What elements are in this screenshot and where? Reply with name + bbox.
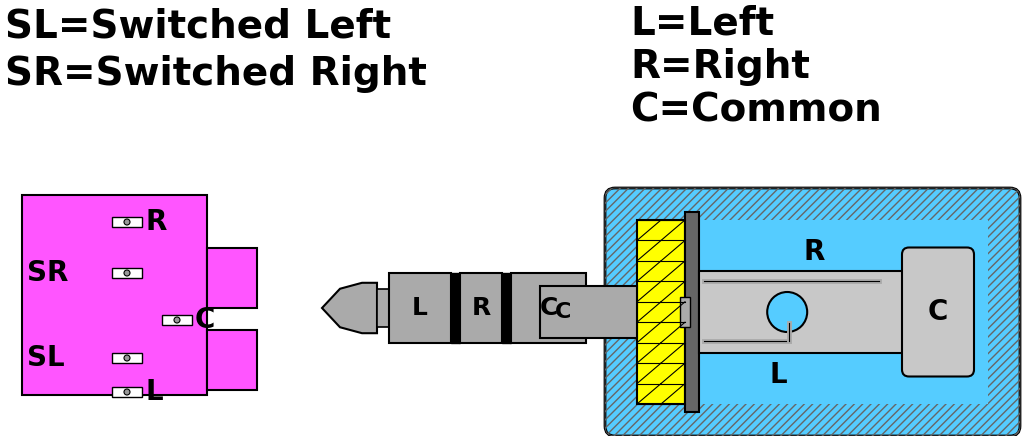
Text: C: C (195, 306, 215, 334)
Bar (112, 217, 142, 227)
Bar (637, 220, 988, 404)
FancyBboxPatch shape (902, 248, 974, 377)
Bar (699, 271, 909, 353)
Bar (685, 212, 699, 412)
Bar (637, 220, 685, 404)
Circle shape (124, 270, 130, 276)
Bar (502, 273, 511, 343)
Bar (680, 297, 690, 327)
Text: L=Left: L=Left (630, 5, 774, 43)
Bar (511, 273, 586, 343)
Text: C: C (928, 298, 948, 326)
Text: SL: SL (27, 344, 65, 372)
Text: R: R (145, 208, 166, 236)
Text: SR=Switched Right: SR=Switched Right (5, 55, 427, 93)
Bar (207, 248, 257, 308)
Text: R=Right: R=Right (630, 48, 810, 86)
Text: C: C (555, 302, 571, 322)
Text: L: L (770, 361, 787, 389)
FancyBboxPatch shape (605, 188, 1020, 436)
Circle shape (124, 389, 130, 395)
Circle shape (174, 317, 180, 323)
Bar (22, 195, 207, 395)
Bar (377, 289, 389, 327)
Circle shape (124, 219, 130, 225)
Circle shape (767, 292, 807, 332)
Bar (112, 268, 142, 278)
Circle shape (124, 355, 130, 361)
Bar (389, 273, 451, 343)
Text: SL=Switched Left: SL=Switched Left (5, 8, 391, 46)
Text: C=Common: C=Common (630, 92, 882, 130)
Bar (586, 292, 601, 324)
Bar (112, 387, 142, 397)
Bar (162, 315, 193, 325)
Text: R: R (471, 296, 490, 320)
Bar (207, 330, 257, 390)
Text: R: R (804, 238, 825, 266)
Bar (112, 353, 142, 363)
Polygon shape (322, 283, 377, 333)
Text: C: C (540, 296, 558, 320)
Bar (540, 286, 637, 338)
Text: L: L (145, 378, 163, 406)
Text: SR: SR (27, 259, 69, 287)
Text: L: L (412, 296, 428, 320)
Bar (451, 273, 460, 343)
Bar (460, 273, 502, 343)
